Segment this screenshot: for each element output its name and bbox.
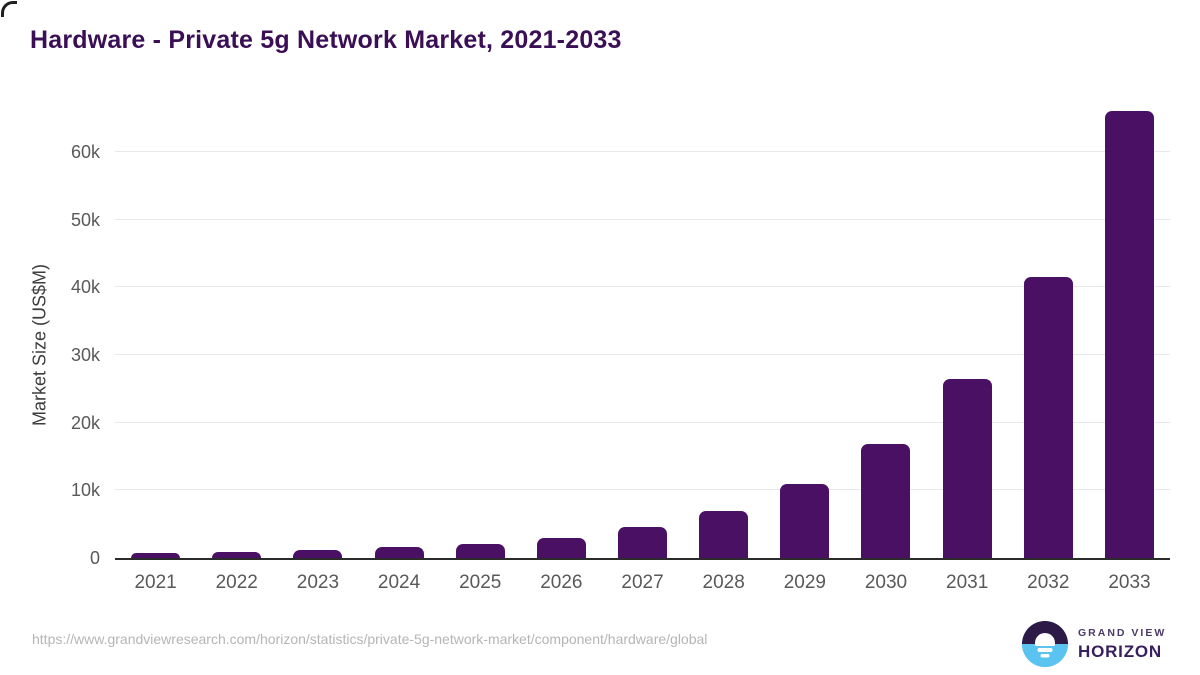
y-tick-label: 50k — [70, 209, 100, 230]
bar-cell — [602, 100, 683, 558]
y-tick-label: 30k — [70, 345, 100, 365]
bar-cell — [764, 100, 845, 558]
x-tick-label: 2030 — [864, 572, 908, 593]
brand-name-top: GRAND VIEW — [1078, 627, 1167, 640]
gridline — [115, 354, 1170, 355]
corner-mark — [1, 1, 17, 17]
bar-cell — [845, 100, 926, 558]
y-tick-label: 0 — [89, 548, 100, 568]
bar-cell — [440, 100, 521, 558]
bar-2033 — [1104, 111, 1154, 558]
y-tick-label: 20k — [70, 412, 100, 433]
bar-cell — [521, 100, 602, 558]
x-tick-label: 2028 — [702, 572, 745, 593]
brand-logo: GRAND VIEW HORIZON — [1022, 621, 1166, 667]
bar-cell — [1089, 100, 1170, 558]
x-tick-label: 2026 — [540, 572, 583, 593]
bar-cell — [1008, 100, 1089, 558]
source-url: https://www.grandviewresearch.com/horizo… — [32, 631, 708, 647]
gridline — [115, 151, 1170, 152]
bar-2031 — [942, 379, 992, 558]
x-tick-label: 2032 — [1027, 572, 1070, 593]
bar-2032 — [1023, 277, 1073, 558]
gridline — [115, 489, 1170, 491]
bar-cell — [358, 100, 439, 558]
x-tick-label: 2025 — [459, 572, 502, 593]
bar-cell — [115, 100, 196, 558]
horizon-sun-icon — [1022, 621, 1068, 667]
x-axis-ticks: 2021 2022 2023 2024 2025 2026 2027 2028 2029 2030… — [115, 572, 1170, 594]
x-tick-label: 2023 — [296, 572, 340, 593]
x-tick-label: 2033 — [1108, 572, 1151, 593]
brand-logo-text: GRAND VIEW HORIZON — [1078, 628, 1166, 660]
bars-row — [115, 100, 1170, 558]
bar-2025 — [455, 544, 505, 558]
x-tick-label: 2031 — [946, 572, 989, 593]
bar-2022 — [212, 552, 262, 558]
y-axis-ticks: 0 10k 20k 30k 40k 50k 60k — [0, 100, 100, 568]
y-tick-label: 10k — [70, 480, 100, 501]
bar-2023 — [293, 550, 343, 558]
plot-area — [115, 100, 1170, 560]
x-tick-label: 2021 — [134, 572, 177, 593]
bar-cell — [927, 100, 1008, 558]
y-tick-label: 40k — [70, 277, 100, 298]
chart-title: Hardware - Private 5g Network Market, 20… — [30, 26, 622, 54]
brand-name-bottom: HORIZON — [1078, 641, 1162, 661]
bar-2030 — [861, 444, 911, 558]
bar-2021 — [131, 553, 181, 558]
gridline — [115, 286, 1170, 288]
bar-2024 — [374, 547, 424, 558]
bar-2027 — [618, 527, 668, 558]
bar-2026 — [536, 538, 586, 558]
x-tick-label: 2029 — [783, 572, 826, 593]
gridline — [115, 421, 1170, 423]
x-tick-label: 2027 — [621, 572, 664, 593]
x-tick-label: 2024 — [377, 572, 421, 593]
x-tick-label: 2022 — [215, 572, 258, 593]
bar-cell — [277, 100, 358, 558]
y-tick-label: 60k — [70, 142, 100, 162]
bar-2028 — [699, 511, 749, 558]
gridline — [115, 218, 1170, 220]
bar-2029 — [780, 484, 830, 558]
bar-cell — [196, 100, 277, 558]
bar-cell — [683, 100, 764, 558]
